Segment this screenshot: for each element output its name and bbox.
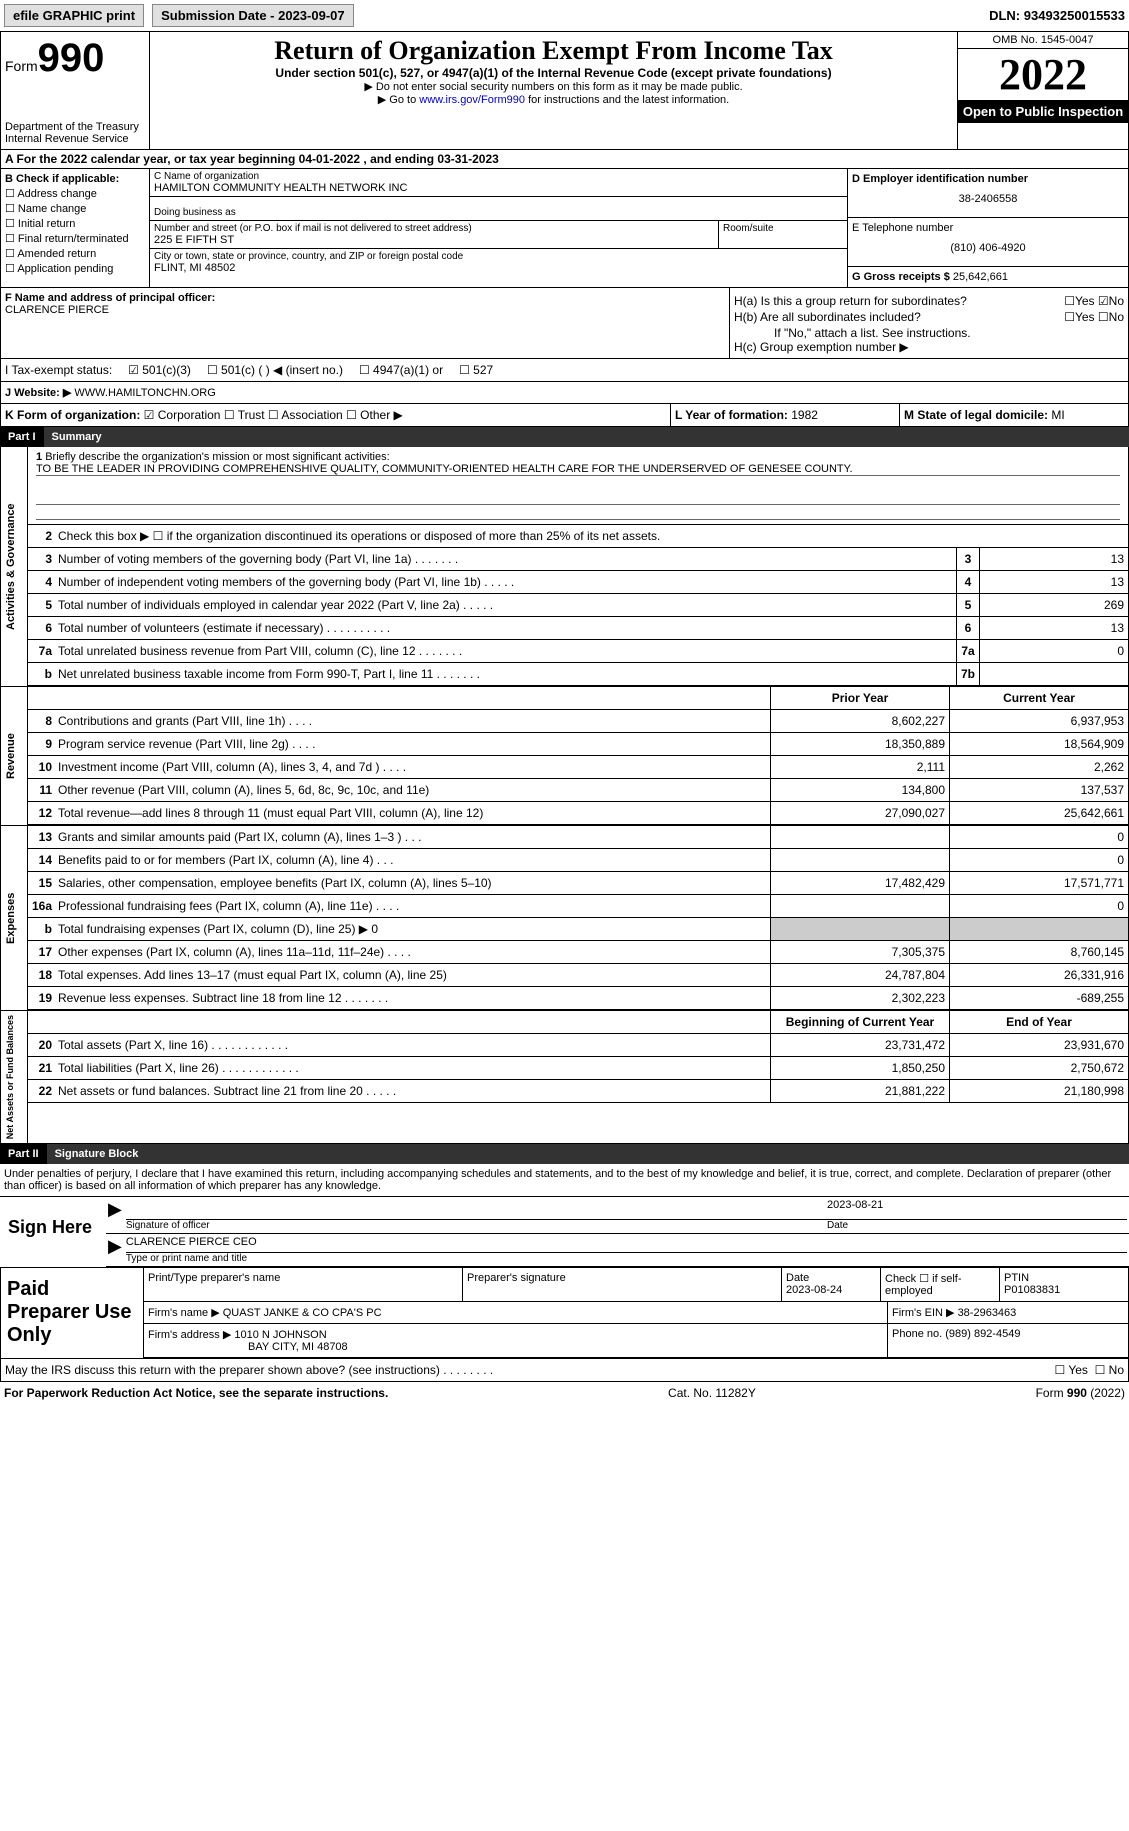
part-1-header: Part I Summary bbox=[0, 427, 1129, 447]
check-527[interactable]: ☐ 527 bbox=[459, 363, 493, 377]
state-domicile: M State of legal domicile: MI bbox=[900, 404, 1128, 426]
header-mid: Return of Organization Exempt From Incom… bbox=[150, 32, 957, 149]
header-left: Form990 Department of the Treasury Inter… bbox=[1, 32, 150, 149]
firm-phone: (989) 892-4549 bbox=[945, 1328, 1020, 1340]
fin-row: 15Salaries, other compensation, employee… bbox=[28, 872, 1128, 895]
year-formation: L Year of formation: 1982 bbox=[671, 404, 900, 426]
netassets-header-row: Beginning of Current Year End of Year bbox=[28, 1011, 1128, 1034]
check-4947[interactable]: ☐ 4947(a)(1) or bbox=[359, 363, 443, 377]
revenue-label: Revenue bbox=[1, 687, 28, 825]
city-state-zip: FLINT, MI 48502 bbox=[154, 262, 843, 274]
firm-address-1: 1010 N JOHNSON bbox=[234, 1329, 326, 1341]
check-501c3[interactable]: ☑ 501(c)(3) bbox=[128, 363, 191, 377]
firm-ein: 38-2963463 bbox=[958, 1307, 1017, 1319]
gross-receipts: 25,642,661 bbox=[953, 271, 1008, 283]
check-other[interactable]: ☐ Other ▶ bbox=[346, 408, 403, 422]
section-d: D Employer identification number 38-2406… bbox=[847, 169, 1128, 287]
discuss-no[interactable]: ☐ No bbox=[1095, 1363, 1124, 1377]
submission-button[interactable]: Submission Date - 2023-09-07 bbox=[152, 4, 354, 27]
section-c: C Name of organization HAMILTON COMMUNIT… bbox=[150, 169, 847, 287]
fin-row: 22Net assets or fund balances. Subtract … bbox=[28, 1080, 1128, 1103]
preparer-label: Paid Preparer Use Only bbox=[1, 1268, 144, 1358]
check-association[interactable]: ☐ Association bbox=[268, 408, 343, 422]
summary-row: 3Number of voting members of the governi… bbox=[28, 548, 1128, 571]
telephone: (810) 406-4920 bbox=[852, 234, 1124, 262]
fin-header-row: Prior Year Current Year bbox=[28, 687, 1128, 710]
discuss-yes[interactable]: ☐ Yes bbox=[1054, 1363, 1087, 1377]
signature-declaration: Under penalties of perjury, I declare th… bbox=[0, 1164, 1129, 1197]
website-row: J Website: ▶ WWW.HAMILTONCHN.ORG bbox=[0, 382, 1129, 404]
fin-row: 20Total assets (Part X, line 16) . . . .… bbox=[28, 1034, 1128, 1057]
section-h: H(a) Is this a group return for subordin… bbox=[730, 288, 1128, 358]
fin-row: 18Total expenses. Add lines 13–17 (must … bbox=[28, 964, 1128, 987]
check-501c[interactable]: ☐ 501(c) ( ) ◀ (insert no.) bbox=[207, 363, 343, 377]
fin-row: 17Other expenses (Part IX, column (A), l… bbox=[28, 941, 1128, 964]
check-address-change[interactable]: ☐ Address change bbox=[5, 187, 145, 200]
summary-row: bNet unrelated business taxable income f… bbox=[28, 663, 1128, 686]
sig-date: 2023-08-21 bbox=[827, 1199, 1127, 1220]
fin-row: 10Investment income (Part VIII, column (… bbox=[28, 756, 1128, 779]
fin-row: 8Contributions and grants (Part VIII, li… bbox=[28, 710, 1128, 733]
form-header: Form990 Department of the Treasury Inter… bbox=[0, 31, 1129, 150]
check-application-pending[interactable]: ☐ Application pending bbox=[5, 262, 145, 275]
fin-row: 11Other revenue (Part VIII, column (A), … bbox=[28, 779, 1128, 802]
check-corporation[interactable]: ☑ Corporation bbox=[144, 408, 221, 422]
irs-link[interactable]: www.irs.gov/Form990 bbox=[419, 94, 525, 106]
website-value: WWW.HAMILTONCHN.ORG bbox=[74, 387, 215, 399]
fin-row: 12Total revenue—add lines 8 through 11 (… bbox=[28, 802, 1128, 825]
dln-label: DLN: 93493250015533 bbox=[989, 8, 1125, 23]
fin-row: 19Revenue less expenses. Subtract line 1… bbox=[28, 987, 1128, 1010]
efile-button[interactable]: efile GRAPHIC print bbox=[4, 4, 144, 27]
org-name: HAMILTON COMMUNITY HEALTH NETWORK INC bbox=[154, 182, 843, 194]
activities-governance-label: Activities & Governance bbox=[1, 447, 28, 686]
summary-row: 7aTotal unrelated business revenue from … bbox=[28, 640, 1128, 663]
sign-here-label: Sign Here bbox=[0, 1197, 106, 1267]
summary-row: 4Number of independent voting members of… bbox=[28, 571, 1128, 594]
summary-row: 2Check this box ▶ ☐ if the organization … bbox=[28, 525, 1128, 548]
firm-name: QUAST JANKE & CO CPA'S PC bbox=[223, 1307, 382, 1319]
ptin: P01083831 bbox=[1004, 1284, 1060, 1296]
fin-row: 16aProfessional fundraising fees (Part I… bbox=[28, 895, 1128, 918]
fin-row: 9Program service revenue (Part VIII, lin… bbox=[28, 733, 1128, 756]
check-final-return[interactable]: ☐ Final return/terminated bbox=[5, 232, 145, 245]
top-bar: efile GRAPHIC print Submission Date - 20… bbox=[0, 0, 1129, 31]
fin-row: 14Benefits paid to or for members (Part … bbox=[28, 849, 1128, 872]
ein-value: 38-2406558 bbox=[852, 185, 1124, 213]
fin-row: 21Total liabilities (Part X, line 26) . … bbox=[28, 1057, 1128, 1080]
fin-row: 13Grants and similar amounts paid (Part … bbox=[28, 826, 1128, 849]
summary-row: 6Total number of volunteers (estimate if… bbox=[28, 617, 1128, 640]
firm-address-2: BAY CITY, MI 48708 bbox=[148, 1341, 348, 1353]
officer-name-title: CLARENCE PIERCE CEO bbox=[126, 1236, 1127, 1252]
section-f: F Name and address of principal officer:… bbox=[1, 288, 730, 358]
prep-date: 2023-08-24 bbox=[786, 1284, 842, 1296]
netassets-label: Net Assets or Fund Balances bbox=[1, 1011, 28, 1143]
page-footer: For Paperwork Reduction Act Notice, see … bbox=[0, 1382, 1129, 1404]
officer-name: CLARENCE PIERCE bbox=[5, 304, 725, 316]
section-b: B Check if applicable: ☐ Address change … bbox=[1, 169, 150, 287]
check-trust[interactable]: ☐ Trust bbox=[224, 408, 265, 422]
expenses-label: Expenses bbox=[1, 826, 28, 1010]
check-name-change[interactable]: ☐ Name change bbox=[5, 202, 145, 215]
form-title: Return of Organization Exempt From Incom… bbox=[154, 36, 953, 66]
tax-year-row: A For the 2022 calendar year, or tax yea… bbox=[0, 150, 1129, 169]
part-2-header: Part II Signature Block bbox=[0, 1144, 1129, 1164]
tax-exempt-status: I Tax-exempt status: ☑ 501(c)(3) ☐ 501(c… bbox=[0, 359, 1129, 382]
check-initial-return[interactable]: ☐ Initial return bbox=[5, 217, 145, 230]
mission-text: TO BE THE LEADER IN PROVIDING COMPREHENS… bbox=[36, 463, 1120, 476]
summary-row: 5Total number of individuals employed in… bbox=[28, 594, 1128, 617]
discuss-row: May the IRS discuss this return with the… bbox=[0, 1359, 1129, 1382]
form-of-org: K Form of organization: ☑ Corporation ☐ … bbox=[1, 404, 671, 426]
street-address: 225 E FIFTH ST bbox=[154, 234, 714, 246]
header-right: OMB No. 1545-0047 2022 Open to Public In… bbox=[957, 32, 1128, 149]
check-amended-return[interactable]: ☐ Amended return bbox=[5, 247, 145, 260]
fin-row: bTotal fundraising expenses (Part IX, co… bbox=[28, 918, 1128, 941]
